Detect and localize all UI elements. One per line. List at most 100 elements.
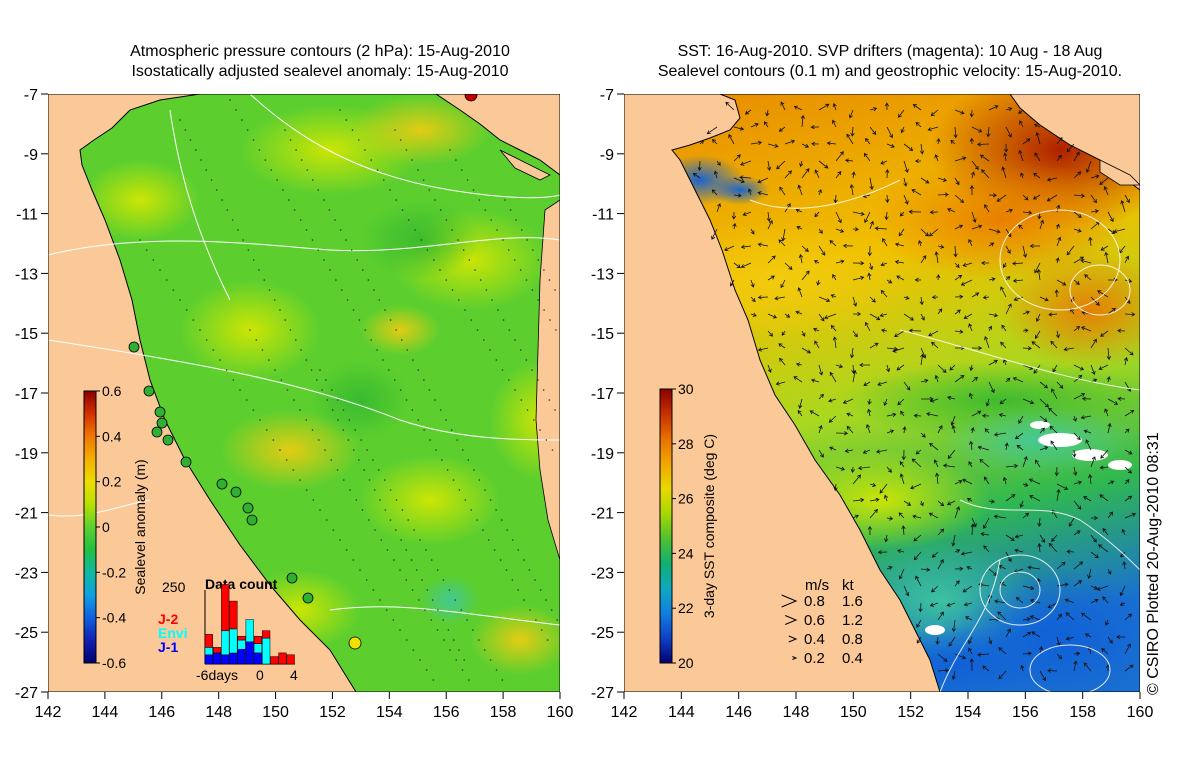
velocity-arrow — [750, 228, 755, 235]
velocity-arrow — [724, 245, 735, 251]
x-tick-label: 150 — [840, 704, 867, 721]
velocity-arrow — [1090, 551, 1099, 559]
velocity-arrow — [742, 211, 752, 216]
velocity-arrow — [969, 185, 975, 196]
y-tick-label: -27 — [591, 685, 614, 702]
velocity-arrow — [971, 410, 982, 417]
velocity-arrow — [1087, 568, 1092, 579]
velocity-arrow — [915, 449, 922, 455]
velocity-arrow — [1102, 527, 1109, 536]
velocity-arrow — [883, 398, 888, 407]
tide-gauge-marker — [246, 514, 258, 526]
velocity-arrow — [1005, 126, 1012, 138]
velocity-arrow — [1014, 548, 1024, 553]
velocity-legend-ms: 0.8 — [804, 593, 825, 610]
y-tick-label: -19 — [15, 446, 38, 463]
velocity-arrow — [800, 114, 805, 128]
velocity-arrow — [1124, 466, 1132, 474]
velocity-arrow — [1056, 279, 1067, 286]
velocity-arrow — [848, 109, 854, 119]
velocity-arrow — [937, 308, 943, 315]
tide-gauge-marker — [156, 417, 168, 429]
velocity-arrow — [1012, 377, 1024, 383]
velocity-arrow — [982, 295, 990, 300]
velocity-arrow — [1063, 347, 1075, 352]
velocity-arrow — [1027, 565, 1041, 570]
velocity-arrow — [946, 602, 956, 607]
velocity-arrow — [849, 184, 855, 196]
velocity-arrow — [818, 449, 824, 458]
velocity-arrow — [954, 309, 961, 315]
velocity-arrow — [988, 242, 995, 247]
velocity-arrow — [1071, 296, 1075, 303]
velocity-arrow — [835, 259, 845, 264]
velocity-arrow — [968, 636, 973, 645]
velocity-arrow — [903, 295, 910, 300]
velocity-arrow — [862, 449, 871, 454]
y-tick-label: -15 — [591, 326, 614, 343]
tide-gauge-marker — [162, 434, 174, 446]
velocity-arrow — [1073, 432, 1081, 441]
colorbar-tick-label: 0.4 — [102, 428, 122, 444]
velocity-arrow — [936, 138, 941, 145]
velocity-legend-arrow — [785, 615, 798, 625]
velocity-arrow — [1073, 651, 1081, 656]
velocity-arrow — [1124, 479, 1130, 485]
colorbar-tick-label: -0.2 — [102, 564, 126, 580]
velocity-arrow — [998, 413, 1007, 418]
velocity-arrow — [929, 442, 939, 451]
velocity-arrow — [954, 480, 963, 485]
velocity-arrow — [963, 602, 973, 607]
velocity-arrow — [1066, 549, 1075, 554]
velocity-arrow — [1019, 500, 1024, 508]
velocity-arrow — [899, 473, 905, 485]
velocity-arrow — [1107, 636, 1113, 644]
velocity-arrow — [1080, 326, 1092, 332]
velocity-arrow — [971, 345, 983, 351]
data-count-bar — [221, 584, 230, 632]
velocity-arrow — [801, 330, 806, 337]
left-png-landmass — [435, 94, 560, 176]
velocity-arrow — [934, 374, 939, 383]
velocity-arrow — [846, 425, 854, 434]
velocity-arrow — [1090, 209, 1099, 214]
velocity-arrow — [1080, 612, 1092, 621]
cloud-gaps — [925, 421, 1132, 635]
velocity-arrow — [977, 445, 990, 451]
velocity-arrow — [853, 311, 862, 317]
velocity-arrow — [1039, 415, 1048, 423]
velocity-arrow — [1039, 219, 1045, 230]
velocity-arrow — [740, 262, 752, 268]
velocity-arrow — [1056, 154, 1062, 162]
velocity-arrow — [1039, 381, 1049, 389]
velocity-arrow — [814, 169, 820, 179]
velocity-arrow — [934, 251, 939, 264]
velocity-arrow — [994, 599, 1007, 604]
x-tick-label: 144 — [668, 704, 695, 721]
x-tick-label: 160 — [547, 704, 574, 721]
velocity-arrow — [711, 138, 718, 145]
velocity-arrow — [920, 313, 925, 321]
velocity-arrow — [869, 296, 876, 303]
velocity-arrow — [1056, 483, 1069, 490]
velocity-arrow — [942, 463, 956, 468]
velocity-arrow — [903, 381, 911, 391]
velocity-arrow — [780, 279, 786, 289]
right-map — [624, 94, 1140, 692]
data-count-bar — [278, 652, 287, 665]
x-tick-label: 154 — [376, 704, 403, 721]
velocity-arrow — [1029, 243, 1040, 249]
velocity-legend-ms: 0.2 — [804, 650, 825, 667]
velocity-arrow — [1084, 633, 1092, 638]
velocity-arrow — [954, 329, 964, 334]
velocity-arrow — [716, 160, 721, 166]
velocity-arrow — [832, 119, 837, 128]
velocity-arrow — [1066, 143, 1075, 153]
velocity-arrow — [852, 296, 858, 307]
velocity-arrow — [818, 103, 830, 111]
velocity-arrow — [732, 222, 737, 230]
velocity-legend-kt: 1.6 — [842, 593, 863, 610]
velocity-arrow — [988, 193, 997, 198]
velocity-arrow — [1056, 613, 1062, 621]
velocity-arrow — [1124, 409, 1135, 417]
